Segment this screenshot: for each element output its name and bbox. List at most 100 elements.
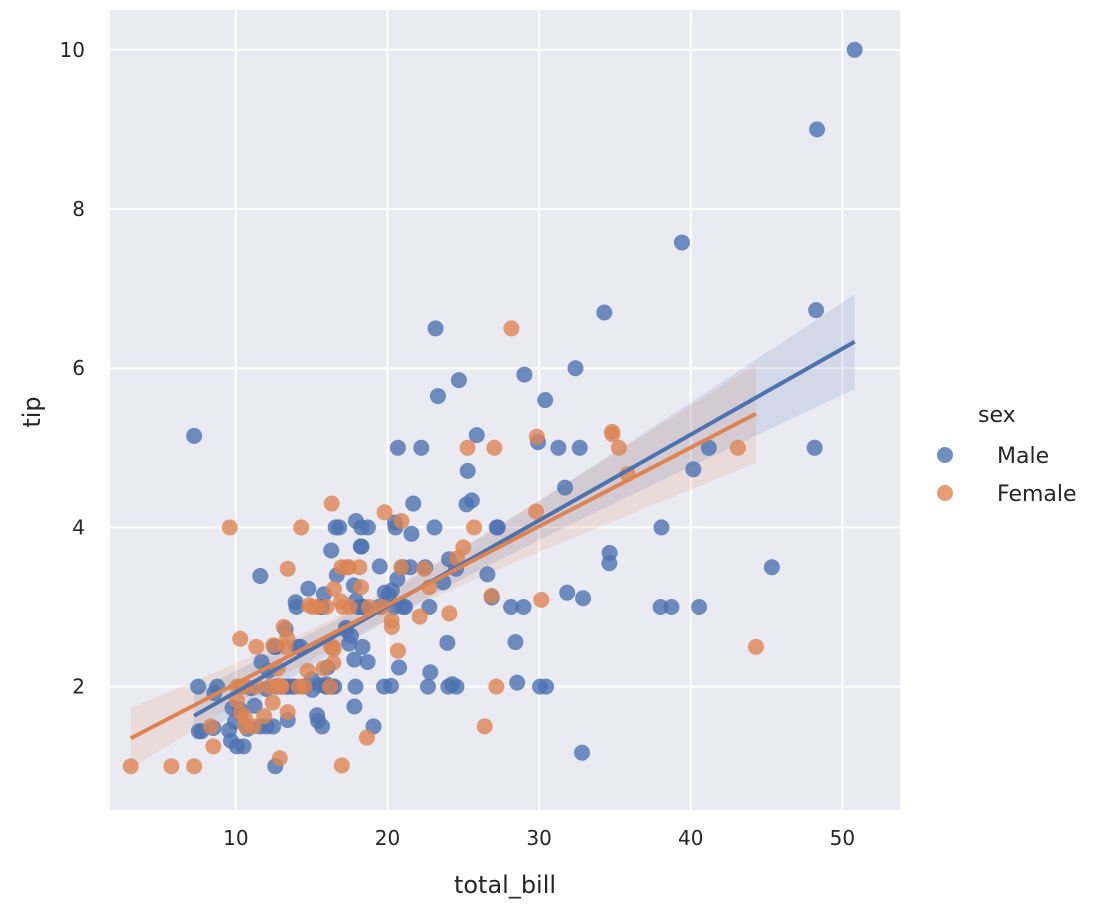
point-female — [333, 757, 350, 774]
point-male — [663, 599, 680, 616]
point-female — [604, 426, 621, 443]
point-female — [393, 513, 410, 530]
point-female — [228, 692, 245, 709]
point-male — [314, 718, 331, 735]
point-female — [528, 428, 545, 445]
legend-marker-male — [937, 447, 953, 463]
point-male — [346, 651, 363, 668]
x-tick-label: 40 — [678, 826, 703, 850]
point-male — [347, 678, 364, 695]
legend: sex Male Female — [937, 403, 1077, 507]
regression-line-female — [129, 411, 757, 741]
point-male — [422, 664, 439, 681]
point-female — [265, 637, 282, 654]
point-male — [532, 678, 549, 695]
point-female — [466, 519, 483, 536]
point-male — [806, 439, 823, 456]
point-female — [476, 718, 493, 735]
point-male — [265, 718, 282, 735]
regression-lines — [129, 339, 856, 741]
point-male — [450, 372, 467, 389]
point-female — [279, 704, 296, 721]
point-female — [351, 559, 368, 576]
confidence-band-female — [130, 364, 756, 769]
point-female — [186, 758, 203, 775]
point-female — [459, 439, 476, 456]
point-male — [419, 678, 436, 695]
point-male — [346, 698, 363, 715]
point-female — [488, 678, 505, 695]
point-female — [455, 539, 472, 556]
x-tick-label: 30 — [526, 826, 551, 850]
legend-label-female: Female — [997, 482, 1077, 507]
point-male — [763, 559, 780, 576]
confidence-bands — [130, 294, 855, 769]
point-male — [515, 599, 532, 616]
point-female — [610, 439, 627, 456]
point-female — [293, 519, 310, 536]
point-male — [427, 320, 444, 337]
point-male — [479, 566, 496, 583]
point-male — [426, 519, 443, 536]
point-female — [747, 638, 764, 655]
point-female — [248, 638, 265, 655]
point-female — [279, 560, 296, 577]
point-female — [273, 678, 290, 695]
point-male — [359, 653, 376, 670]
y-tick-label: 6 — [72, 356, 85, 380]
point-female — [232, 630, 249, 647]
point-male — [458, 496, 475, 513]
point-female — [290, 678, 307, 695]
point-male — [537, 392, 554, 409]
point-female — [318, 599, 335, 616]
point-male — [673, 234, 690, 251]
confidence-band-male — [194, 294, 855, 741]
point-male — [413, 439, 430, 456]
point-male — [300, 580, 317, 597]
point-male — [429, 388, 446, 405]
point-female — [322, 678, 339, 695]
y-tick-label: 8 — [72, 197, 85, 221]
point-male — [809, 121, 826, 138]
point-male — [685, 461, 702, 478]
point-male — [571, 439, 588, 456]
point-female — [325, 580, 342, 597]
tick-labels: 10 20 30 40 50 2 4 6 8 10 — [60, 38, 856, 850]
legend-title: sex — [978, 403, 1016, 428]
point-male — [380, 587, 397, 604]
point-female — [202, 718, 219, 735]
plot-background — [110, 10, 900, 810]
point-male — [596, 304, 613, 321]
x-tick-label: 50 — [830, 826, 855, 850]
point-male — [509, 674, 526, 691]
point-male — [574, 744, 591, 761]
point-male — [246, 697, 263, 714]
point-male — [389, 439, 406, 456]
point-male — [846, 41, 863, 58]
legend-marker-female — [937, 485, 953, 501]
point-male — [190, 678, 207, 695]
point-female — [271, 750, 288, 767]
point-male — [403, 525, 420, 542]
point-male — [507, 634, 524, 651]
x-tick-label: 10 — [223, 826, 248, 850]
point-female — [441, 605, 458, 622]
point-male — [228, 738, 245, 755]
point-female — [299, 662, 316, 679]
point-female — [221, 519, 238, 536]
point-male — [359, 519, 376, 536]
point-male — [468, 427, 485, 444]
x-axis-label: total_bill — [454, 871, 556, 899]
regression-line-male — [193, 339, 856, 718]
point-female — [389, 642, 406, 659]
point-female — [163, 758, 180, 775]
point-male — [557, 479, 574, 496]
point-female — [528, 503, 545, 520]
point-male — [601, 544, 618, 561]
x-tick-label: 20 — [375, 826, 400, 850]
point-female — [341, 599, 358, 616]
point-female — [205, 738, 222, 755]
point-male — [439, 634, 456, 651]
point-female — [486, 439, 503, 456]
